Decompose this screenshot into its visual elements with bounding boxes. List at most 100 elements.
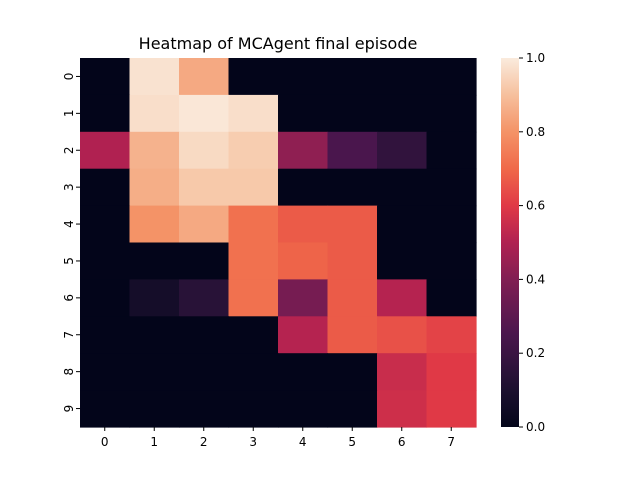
heatmap-cell-8-5 [327,353,378,391]
heatmap-cell-8-0 [80,353,131,391]
y-tick-label: 5 [62,257,76,265]
y-tick-label: 1 [62,110,76,118]
heatmap-cell-9-0 [80,390,131,428]
heatmap-cell-0-1 [129,58,180,96]
y-tick-label: 4 [62,220,76,228]
heatmap-cell-0-3 [228,58,279,96]
heatmap-cell-9-1 [129,390,180,428]
heatmap-cell-7-2 [179,316,230,354]
heatmap-cell-3-5 [327,168,378,207]
heatmap-cell-3-1 [129,168,180,207]
heatmap-cell-0-7 [426,58,477,96]
heatmap-cell-7-6 [377,316,428,354]
heatmap-cell-1-2 [179,94,230,133]
x-tick-label: 7 [447,435,455,449]
y-tick-label: 7 [62,331,76,339]
y-tick-label: 3 [62,183,76,191]
colorbar-tick-label: 1.0 [526,51,545,65]
heatmap-cell-4-4 [278,205,329,244]
heatmap-cell-9-7 [426,390,477,428]
heatmap-cell-5-3 [228,242,279,280]
heatmap-cell-9-6 [377,390,428,428]
heatmap-cell-1-3 [228,94,279,133]
heatmap-cell-4-5 [327,205,378,244]
heatmap-cell-1-5 [327,94,378,133]
heatmap-cell-0-6 [377,58,428,96]
heatmap-cell-7-7 [426,316,477,354]
heatmap-cell-6-3 [228,279,279,317]
colorbar-tick-label: 0.8 [526,125,545,139]
heatmap-cell-3-0 [80,168,131,207]
x-tick-label: 4 [299,435,307,449]
y-axis: 0 1 2 3 4 5 6 7 8 9 [62,73,80,413]
heatmap-cell-6-5 [327,279,378,317]
heatmap-cell-8-6 [377,353,428,391]
heatmap-cell-0-4 [278,58,329,96]
y-tick-label: 0 [62,73,76,81]
heatmap-cell-2-7 [426,131,477,170]
heatmap-cell-6-4 [278,279,329,317]
heatmap-cell-9-5 [327,390,378,428]
y-tick-label: 9 [62,405,76,413]
x-tick-label: 5 [348,435,356,449]
heatmap-cell-4-1 [129,205,180,244]
heatmap-cell-5-1 [129,242,180,280]
chart-title: Heatmap of MCAgent final episode [139,34,418,53]
x-tick-label: 6 [398,435,406,449]
heatmap-cell-7-3 [228,316,279,354]
heatmap-cell-2-4 [278,131,329,170]
colorbar-tick-label: 0.0 [526,420,545,434]
heatmap-cell-2-0 [80,131,131,170]
heatmap-cell-3-4 [278,168,329,207]
heatmap-cell-2-2 [179,131,230,170]
heatmap-cell-0-2 [179,58,230,96]
heatmap-cell-7-1 [129,316,180,354]
heatmap-cell-9-3 [228,390,279,428]
heatmap-cell-1-0 [80,94,131,133]
heatmap-cell-4-3 [228,205,279,244]
y-tick-label: 8 [62,368,76,376]
heatmap-cell-6-0 [80,279,131,317]
colorbar [501,58,519,427]
heatmap-cell-1-6 [377,94,428,133]
heatmap-cell-6-1 [129,279,180,317]
heatmap-cell-8-4 [278,353,329,391]
heatmap-cell-2-3 [228,131,279,170]
heatmap-cell-3-3 [228,168,279,207]
heatmap-cell-5-2 [179,242,230,280]
heatmap-cell-9-4 [278,390,329,428]
colorbar-tick-label: 0.6 [526,199,545,213]
heatmap-cell-2-5 [327,131,378,170]
heatmap-cell-3-6 [377,168,428,207]
heatmap-cell-0-0 [80,58,131,96]
heatmap-cell-8-2 [179,353,230,391]
heatmap-cell-9-2 [179,390,230,428]
heatmap-cell-5-0 [80,242,131,280]
heatmap-cell-4-2 [179,205,230,244]
heatmap-cell-6-6 [377,279,428,317]
heatmap-cell-2-6 [377,131,428,170]
heatmap-cell-3-7 [426,168,477,207]
x-axis: 0 1 2 3 4 5 6 7 [101,427,455,449]
heatmap-cell-8-1 [129,353,180,391]
x-tick-label: 2 [200,435,208,449]
heatmap-cell-1-7 [426,94,477,133]
heatmap-cell-8-7 [426,353,477,391]
x-tick-label: 0 [101,435,109,449]
heatmap-cell-5-5 [327,242,378,280]
heatmap-cell-4-7 [426,205,477,244]
heatmap-cell-7-0 [80,316,131,354]
heatmap-cell-5-4 [278,242,329,280]
x-tick-label: 1 [150,435,158,449]
colorbar-axis: 0.0 0.2 0.4 0.6 0.8 1.0 [519,51,545,434]
heatmap-cell-6-2 [179,279,230,317]
heatmap-cells [80,58,477,428]
heatmap-cell-2-1 [129,131,180,170]
heatmap-cell-1-4 [278,94,329,133]
heatmap-cell-4-0 [80,205,131,244]
heatmap-cell-3-2 [179,168,230,207]
heatmap-cell-5-6 [377,242,428,280]
heatmap-cell-7-5 [327,316,378,354]
heatmap-cell-6-7 [426,279,477,317]
